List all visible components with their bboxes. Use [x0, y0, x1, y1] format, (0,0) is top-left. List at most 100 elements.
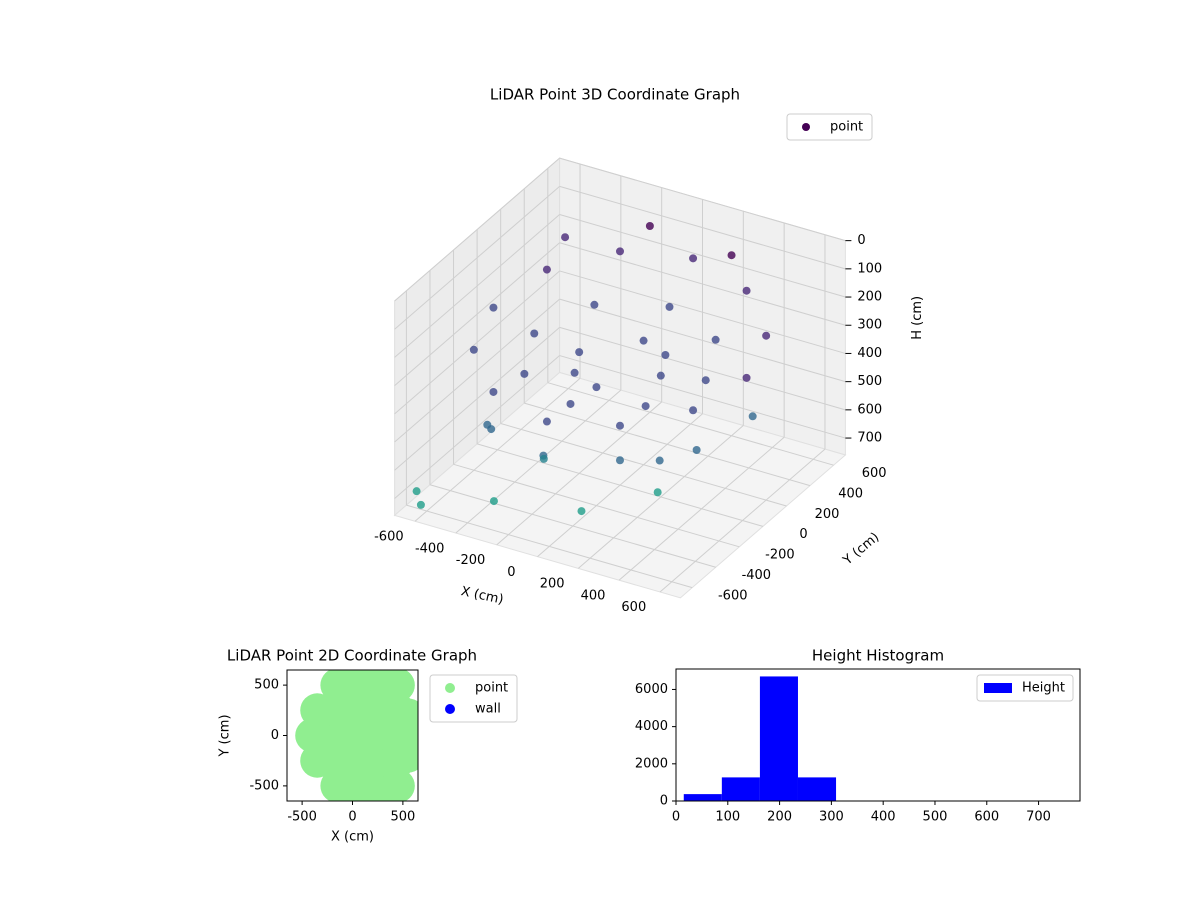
- data-point: [590, 300, 599, 309]
- y-tick-label: 2000: [635, 756, 668, 771]
- x-tick-label: 0: [507, 565, 515, 580]
- grid-line: [394, 355, 560, 499]
- z-tick-label: 0: [857, 233, 865, 248]
- bar: [797, 777, 837, 801]
- bar: [721, 777, 760, 801]
- data-point: [566, 399, 575, 408]
- y-tick-label: -400: [742, 568, 772, 583]
- data-point: [539, 454, 548, 463]
- y-tick-label: 0: [271, 728, 279, 743]
- data-point: [615, 421, 624, 430]
- bar: [759, 676, 798, 801]
- x-tick-label: -600: [374, 529, 404, 544]
- data-point: [742, 373, 751, 382]
- data-point: [727, 251, 736, 260]
- y-axis-label: Y (cm): [840, 530, 883, 569]
- grid-line: [559, 185, 846, 270]
- data-point: [412, 487, 421, 496]
- grid-line: [394, 298, 560, 443]
- x-tick-label: 400: [871, 810, 896, 825]
- grid-line: [500, 423, 787, 507]
- z-tick-label: 500: [857, 374, 882, 389]
- grid-line: [394, 214, 560, 358]
- grid-line: [559, 326, 846, 411]
- x-tick-label: -400: [415, 541, 445, 556]
- y-tick-label: 400: [838, 486, 863, 501]
- data-point: [542, 417, 551, 426]
- y-tick-label: 0: [799, 527, 807, 542]
- data-point: [656, 371, 665, 380]
- data-point: [570, 368, 579, 377]
- x-tick-label: -500: [287, 810, 317, 825]
- data-point: [641, 402, 650, 411]
- data-point: [616, 247, 625, 256]
- legend-label: Height: [1022, 681, 1065, 696]
- y-tick-label: 6000: [635, 682, 668, 697]
- x-tick-label: 0: [672, 810, 680, 825]
- legend-marker: [984, 683, 1012, 693]
- x-tick-label: 600: [621, 600, 646, 615]
- data-point: [489, 497, 498, 506]
- data-point: [762, 331, 771, 340]
- data-point: [653, 488, 662, 497]
- y-tick-label: 200: [815, 507, 840, 522]
- data-point: [360, 778, 395, 801]
- data-point: [489, 387, 498, 396]
- legend-box: [786, 113, 873, 141]
- data-point: [360, 670, 395, 693]
- chart-title: LiDAR Point 2D Coordinate Graph: [227, 647, 477, 665]
- grid-line: [559, 355, 846, 439]
- x-tick-label: 400: [581, 588, 606, 603]
- x-axis-label: X (cm): [460, 584, 505, 608]
- data-point: [639, 336, 648, 345]
- legend-marker: [445, 683, 455, 693]
- y-tick-label: 0: [660, 794, 668, 809]
- grid-line: [453, 463, 740, 548]
- legend-label: point: [475, 681, 508, 696]
- x-tick-label: 700: [1026, 810, 1051, 825]
- z-tick-label: 600: [857, 402, 882, 417]
- data-point: [689, 406, 698, 415]
- data-point: [645, 222, 654, 231]
- grid-line: [559, 270, 846, 354]
- grid-line: [394, 326, 560, 471]
- legend-marker: [445, 704, 455, 714]
- x-tick-label: 500: [923, 810, 948, 825]
- data-point: [655, 456, 664, 465]
- grid-line: [394, 185, 560, 330]
- y-tick-label: 600: [862, 466, 887, 481]
- data-point: [742, 286, 751, 295]
- z-tick-label: 700: [857, 431, 882, 446]
- grid-line: [394, 242, 560, 387]
- y-tick-label: 500: [254, 678, 279, 693]
- x-axis-label: X (cm): [331, 830, 374, 845]
- y-tick-label: -200: [765, 548, 795, 563]
- legend-box: [976, 674, 1074, 702]
- z-tick-label: 400: [857, 346, 882, 361]
- grid-line: [394, 157, 560, 302]
- x-tick-label: 0: [348, 810, 356, 825]
- data-point: [575, 348, 584, 357]
- chart-title: Height Histogram: [812, 647, 944, 665]
- z-tick-label: 300: [857, 318, 882, 333]
- data-point: [416, 500, 425, 509]
- grid-line: [394, 270, 560, 415]
- data-point: [701, 376, 710, 385]
- chart-title: LiDAR Point 3D Coordinate Graph: [490, 86, 740, 104]
- z-tick-label: 100: [857, 261, 882, 276]
- data-point: [692, 445, 701, 454]
- axes-frame: [675, 668, 1081, 802]
- grid-line: [559, 157, 846, 242]
- data-point: [530, 329, 539, 338]
- grid-line: [429, 484, 716, 568]
- y-tick-label: 4000: [635, 719, 668, 734]
- legend-label: wall: [475, 702, 501, 717]
- legend-label: point: [830, 120, 863, 135]
- x-tick-label: 500: [390, 810, 415, 825]
- bar: [683, 794, 722, 801]
- x-tick-label: 200: [540, 577, 565, 592]
- legend-marker: [802, 123, 810, 131]
- grid-line: [559, 214, 846, 298]
- data-point: [520, 369, 529, 378]
